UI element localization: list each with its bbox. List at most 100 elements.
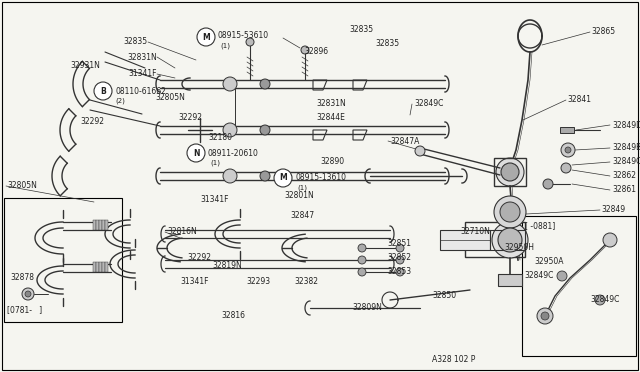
Text: 31341F: 31341F	[180, 278, 209, 286]
Circle shape	[223, 169, 237, 183]
Text: 32865: 32865	[591, 28, 615, 36]
Circle shape	[561, 163, 571, 173]
Text: 32847A: 32847A	[390, 137, 419, 145]
Text: 32852: 32852	[387, 253, 411, 263]
Text: 32844E: 32844E	[316, 113, 345, 122]
Circle shape	[595, 295, 605, 305]
Circle shape	[500, 202, 520, 222]
Text: 32710N: 32710N	[460, 228, 490, 237]
Bar	[93, 220, 96, 230]
Bar	[522, 216, 636, 356]
Circle shape	[260, 171, 270, 181]
Bar	[560, 127, 574, 133]
Text: 32851: 32851	[387, 240, 411, 248]
Circle shape	[396, 268, 404, 276]
Circle shape	[492, 222, 528, 258]
Text: 32849D: 32849D	[612, 121, 640, 129]
Circle shape	[396, 256, 404, 264]
Text: 32861: 32861	[612, 186, 636, 195]
Text: 32831N: 32831N	[127, 52, 157, 61]
Text: [0781-   ]: [0781- ]	[7, 305, 42, 314]
Text: (2): (2)	[115, 98, 125, 104]
Circle shape	[22, 288, 34, 300]
Text: 32831N: 32831N	[316, 99, 346, 109]
Text: 32809N: 32809N	[352, 304, 382, 312]
Circle shape	[260, 125, 270, 135]
Text: 08915-53610: 08915-53610	[218, 32, 269, 41]
Bar	[102, 262, 105, 272]
Circle shape	[301, 46, 309, 54]
Bar	[96, 262, 99, 272]
Bar	[96, 220, 99, 230]
Bar	[93, 262, 96, 272]
Circle shape	[541, 312, 549, 320]
Text: 08915-13610: 08915-13610	[295, 173, 346, 183]
Circle shape	[603, 233, 617, 247]
Circle shape	[260, 79, 270, 89]
Text: A328 102 P: A328 102 P	[432, 356, 476, 365]
Circle shape	[396, 244, 404, 252]
Text: 32890: 32890	[320, 157, 344, 167]
Circle shape	[358, 244, 366, 252]
Text: 32849: 32849	[601, 205, 625, 215]
Text: 32292: 32292	[80, 118, 104, 126]
Circle shape	[94, 82, 112, 100]
Circle shape	[246, 38, 254, 46]
Circle shape	[197, 28, 215, 46]
Text: 32896: 32896	[304, 48, 328, 57]
Bar	[102, 220, 105, 230]
Bar	[105, 220, 108, 230]
Bar	[490, 230, 525, 250]
Text: (1): (1)	[210, 160, 220, 166]
Text: N: N	[193, 148, 199, 157]
Text: 32847: 32847	[290, 212, 314, 221]
Text: 08110-61662: 08110-61662	[115, 87, 166, 96]
Text: 32853: 32853	[387, 267, 411, 276]
Circle shape	[565, 147, 571, 153]
Text: 32878: 32878	[10, 273, 34, 282]
Circle shape	[223, 123, 237, 137]
Circle shape	[561, 143, 575, 157]
Text: 32292: 32292	[187, 253, 211, 263]
Text: 32849C: 32849C	[524, 272, 554, 280]
Text: 32950H: 32950H	[504, 244, 534, 253]
Bar	[4, 198, 122, 322]
Bar	[99, 220, 102, 230]
Text: 32293: 32293	[246, 278, 270, 286]
Text: 32931N: 32931N	[70, 61, 100, 71]
Text: (1): (1)	[297, 185, 307, 191]
Bar	[465, 222, 525, 257]
Circle shape	[537, 308, 553, 324]
Text: 32819N: 32819N	[212, 262, 242, 270]
Text: 32841: 32841	[567, 96, 591, 105]
Text: 31341F: 31341F	[129, 70, 157, 78]
Text: 32849C: 32849C	[590, 295, 620, 305]
Text: 31341F: 31341F	[200, 196, 228, 205]
Circle shape	[496, 158, 524, 186]
Text: 32835: 32835	[349, 26, 373, 35]
Text: 32835: 32835	[375, 39, 399, 48]
Bar	[494, 158, 526, 186]
Circle shape	[223, 77, 237, 91]
Text: 32850: 32850	[432, 292, 456, 301]
Circle shape	[358, 256, 366, 264]
Circle shape	[274, 169, 292, 187]
Circle shape	[358, 268, 366, 276]
Text: 32835: 32835	[124, 38, 148, 46]
Text: 32849B: 32849B	[612, 144, 640, 153]
Text: 08911-20610: 08911-20610	[208, 148, 259, 157]
Circle shape	[25, 291, 31, 297]
Text: 32816N: 32816N	[167, 228, 196, 237]
Text: M: M	[202, 32, 210, 42]
Circle shape	[501, 163, 519, 181]
Circle shape	[415, 146, 425, 156]
Text: 32950A: 32950A	[534, 257, 563, 266]
Text: 32849C: 32849C	[612, 157, 640, 167]
Text: 32805N: 32805N	[7, 182, 37, 190]
Text: 32849C: 32849C	[414, 99, 444, 109]
Circle shape	[543, 179, 553, 189]
Text: [ -0881]: [ -0881]	[525, 221, 556, 231]
Circle shape	[557, 271, 567, 281]
Circle shape	[187, 144, 205, 162]
Bar	[440, 230, 490, 250]
